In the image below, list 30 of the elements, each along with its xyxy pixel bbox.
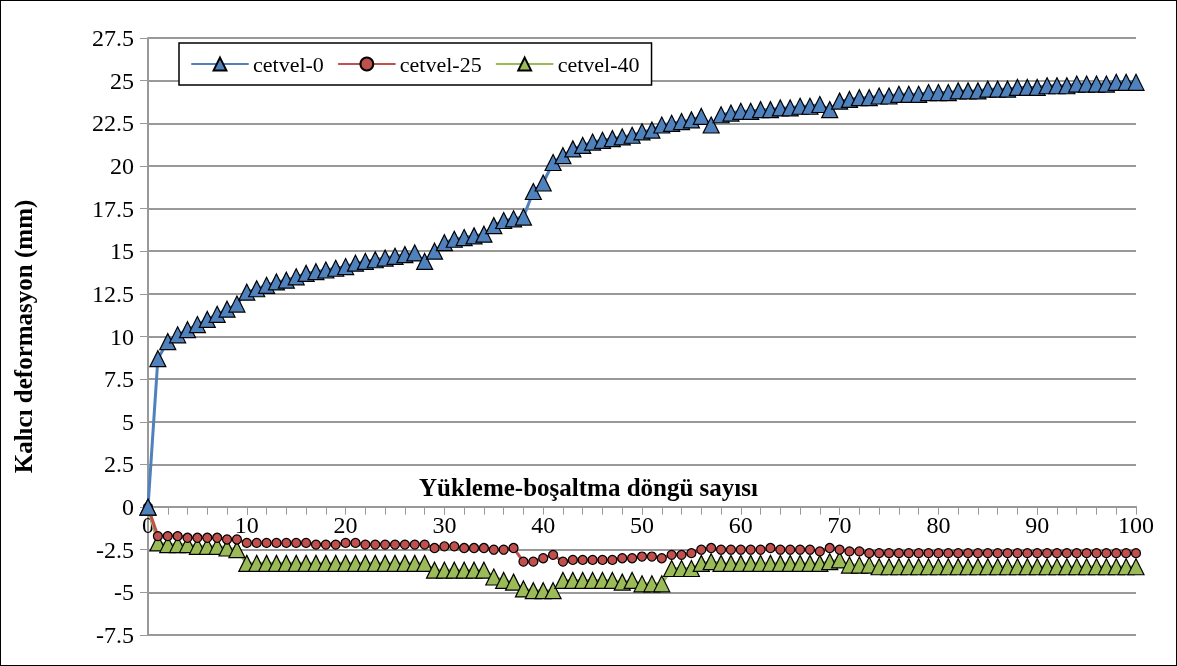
- x-tick-label: 50: [630, 511, 654, 538]
- y-tick-label: 25: [110, 67, 134, 94]
- y-tick-label: -5: [114, 579, 134, 606]
- y-tick-label: 7.5: [104, 366, 134, 393]
- y-tick-label: 12.5: [92, 280, 134, 307]
- y-tick-label: 22.5: [92, 110, 134, 137]
- y-tick-label: 0: [122, 494, 134, 521]
- y-tick-label: 27.5: [92, 25, 134, 51]
- legend-label: cetvel-0: [253, 51, 324, 77]
- y-tick-label: 20: [110, 152, 134, 179]
- x-tick-label: 20: [333, 511, 358, 538]
- x-tick-label: 10: [234, 511, 259, 538]
- x-tick-label: 70: [827, 511, 852, 538]
- x-tick-label: 80: [926, 511, 951, 538]
- x-tick-label: 90: [1025, 511, 1050, 538]
- x-axis-title: Yükleme-boşaltma döngü sayısı: [419, 473, 759, 501]
- y-tick-label: -7.5: [96, 622, 134, 648]
- y-axis-title: Kalıcı deformasyon (mm): [10, 199, 38, 474]
- x-tick-label: 60: [728, 511, 753, 538]
- y-tick-label: -2.5: [96, 536, 134, 563]
- y-tick-label: 17.5: [92, 195, 134, 222]
- y-tick-label: 10: [110, 323, 134, 350]
- x-tick-label: 30: [432, 511, 457, 538]
- legend-label: cetvel-40: [557, 51, 640, 77]
- legend-label: cetvel-25: [399, 51, 482, 77]
- y-tick-label: 5: [122, 408, 134, 435]
- x-tick-label: 40: [531, 511, 556, 538]
- y-tick-label: 2.5: [104, 451, 134, 478]
- x-tick-label: 100: [1118, 511, 1154, 538]
- y-tick-label: 15: [110, 238, 134, 265]
